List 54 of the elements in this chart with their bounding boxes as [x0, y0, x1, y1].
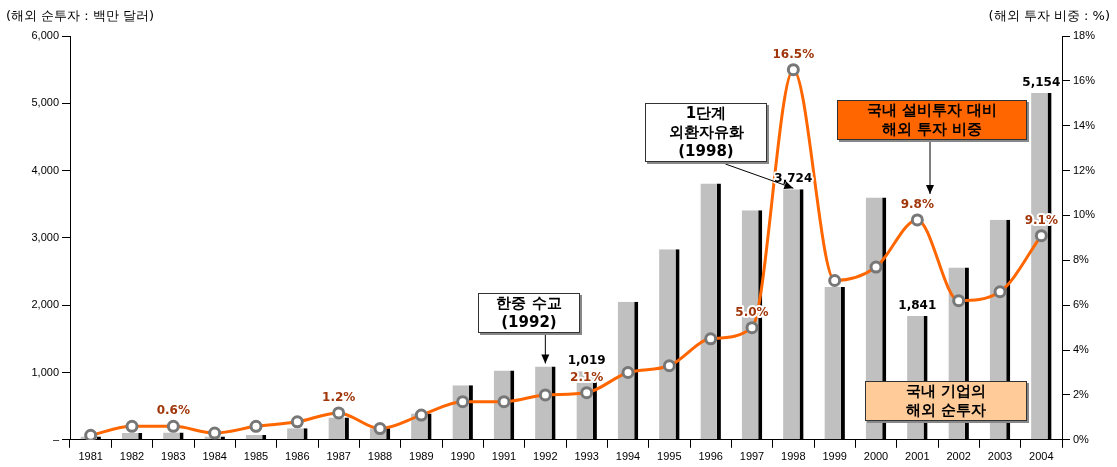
data-label: 16.5% [772, 46, 815, 61]
x-tick-label: 1981 [78, 450, 103, 463]
legend-box: 국내 기업의 해외 순투자 [865, 381, 1027, 421]
y2-tick-label: 16% [1073, 73, 1096, 86]
x-tick-label: 1994 [615, 450, 641, 463]
y2-axis-title: (해외 투자 비중 : %) [988, 8, 1110, 24]
y2-tick-label: 4% [1073, 343, 1090, 356]
x-tick-label: 1983 [161, 450, 186, 463]
x-tick-label: 1984 [202, 450, 227, 463]
data-label: 1,841 [898, 298, 937, 313]
legend-box: 국내 설비투자 대비 해외 투자 비중 [837, 100, 1027, 140]
y-tick-label: – [52, 432, 60, 445]
data-label: 9.8% [900, 197, 934, 212]
x-tick-label: 2002 [946, 450, 971, 463]
data-label: 5,154 [1022, 75, 1061, 90]
y-axis-title: (해외 순투자 : 백만 달러) [6, 8, 155, 24]
x-tick-label: 1990 [450, 450, 475, 463]
y2-tick-label: 6% [1073, 298, 1090, 311]
y-tick-label: 1,000 [31, 365, 59, 378]
x-tick-label: 1985 [243, 450, 269, 463]
x-tick-label: 1996 [698, 450, 723, 463]
y2-tick-label: 10% [1073, 208, 1096, 221]
callout-box: 한중 수교 (1992) [478, 293, 580, 333]
x-tick-label: 2000 [863, 450, 889, 463]
data-label: 0.6% [156, 403, 190, 418]
x-tick-label: 1995 [657, 450, 682, 463]
x-tick-label: 1993 [574, 450, 599, 463]
y-tick-label: 6,000 [31, 29, 59, 42]
x-tick-label: 1986 [285, 450, 310, 463]
data-label: 1.2% [322, 390, 356, 405]
x-tick-label: 1992 [533, 450, 558, 463]
y2-tick-label: 12% [1073, 163, 1096, 176]
x-tick-label: 2004 [1029, 450, 1054, 463]
y-tick-label: 2,000 [31, 298, 59, 311]
callout-box: 1단계 외환자유화 (1998) [645, 103, 767, 162]
x-tick-label: 1999 [822, 450, 847, 463]
y2-tick-label: 8% [1073, 253, 1090, 266]
x-tick-label: 1997 [739, 450, 765, 463]
x-tick-label: 1987 [326, 450, 351, 463]
y2-tick-label: 18% [1073, 29, 1096, 42]
y2-tick-label: 0% [1073, 432, 1090, 445]
x-tick-label: 2001 [905, 450, 930, 463]
x-tick-label: 2003 [987, 450, 1013, 463]
data-label: 1,019 [567, 353, 606, 368]
y2-tick-label: 14% [1073, 118, 1096, 131]
y2-tick-label: 2% [1073, 387, 1090, 400]
y-tick-label: 4,000 [31, 163, 59, 176]
x-tick-label: 1998 [781, 450, 806, 463]
x-tick-label: 1989 [409, 450, 434, 463]
y-tick-label: 5,000 [31, 96, 59, 109]
x-tick-label: 1988 [367, 450, 393, 463]
y-tick-label: 3,000 [31, 230, 59, 243]
x-tick-label: 1982 [119, 450, 145, 463]
x-tick-label: 1991 [491, 450, 517, 463]
